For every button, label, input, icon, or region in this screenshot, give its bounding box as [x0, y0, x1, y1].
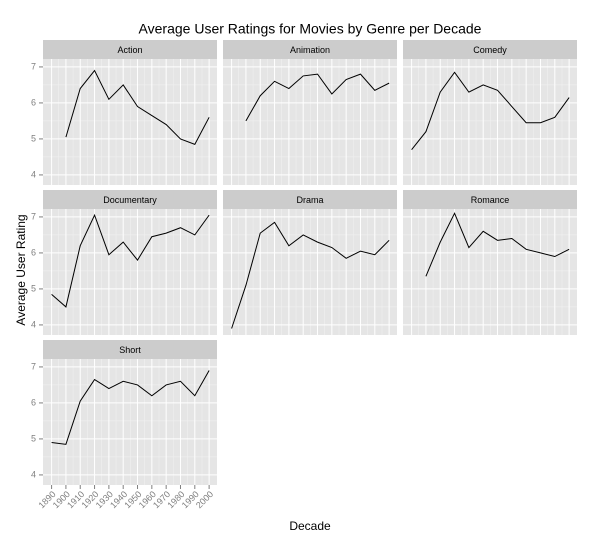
facet-label: Drama	[296, 195, 323, 205]
series-line	[231, 221, 390, 329]
facet-strip	[43, 40, 217, 59]
y-tick-label: 5	[31, 133, 36, 143]
x-axis-label: Decade	[289, 519, 331, 533]
y-tick-label: 5	[31, 433, 36, 443]
series-line	[51, 213, 210, 308]
panel-background	[403, 209, 577, 335]
chart-title: Average User Ratings for Movies by Genre…	[139, 21, 482, 37]
series-line	[425, 212, 570, 277]
facet-strip	[223, 40, 397, 59]
panel-background	[403, 59, 577, 185]
y-tick-label: 7	[31, 361, 36, 371]
panel-background	[43, 359, 217, 485]
series-line	[65, 69, 210, 145]
x-tick-label: 2000	[194, 489, 215, 510]
panel-background	[43, 59, 217, 185]
y-tick-label: 4	[31, 319, 36, 329]
facet-strip	[223, 190, 397, 209]
facet-label: Comedy	[473, 45, 507, 55]
y-axis-label: Average User Rating	[14, 214, 28, 325]
y-tick-label: 6	[31, 97, 36, 107]
series-line	[411, 71, 570, 151]
facet-label: Documentary	[103, 195, 157, 205]
panel-background	[43, 209, 217, 335]
y-tick-label: 6	[31, 397, 36, 407]
facet-label: Action	[117, 45, 142, 55]
facet-strip	[403, 40, 577, 59]
facet-strip	[403, 190, 577, 209]
y-tick-label: 7	[31, 61, 36, 71]
facet-strip	[43, 340, 217, 359]
y-tick-label: 7	[31, 211, 36, 221]
panel-background	[223, 59, 397, 185]
series-line	[245, 73, 390, 122]
panel-background	[223, 209, 397, 335]
facet-label: Short	[119, 345, 141, 355]
series-line	[51, 370, 210, 445]
y-tick-label: 4	[31, 169, 36, 179]
facet-strip	[43, 190, 217, 209]
facet-label: Animation	[290, 45, 330, 55]
y-tick-label: 5	[31, 283, 36, 293]
y-tick-label: 6	[31, 247, 36, 257]
facet-label: Romance	[471, 195, 510, 205]
y-tick-label: 4	[31, 469, 36, 479]
